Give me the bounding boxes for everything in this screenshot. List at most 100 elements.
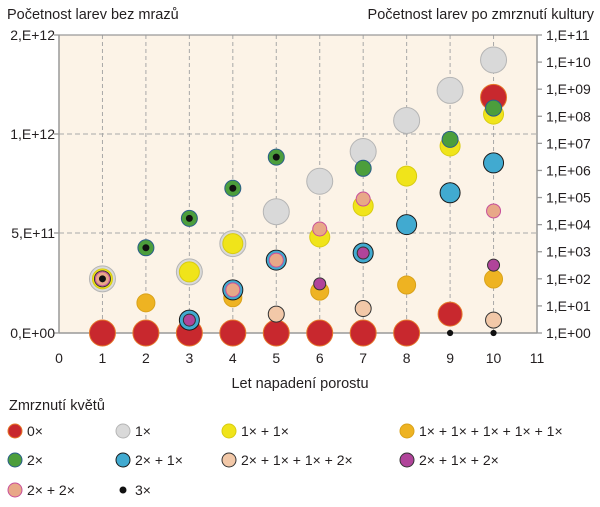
right-tick-label: 1,E+07 bbox=[546, 135, 591, 151]
legend: 0× 1× 1× + 1× 1× + 1× + 1× + 1× + 1× 2× 2× + … bbox=[7, 423, 563, 498]
legend-label: 2× bbox=[27, 452, 43, 468]
data-point bbox=[486, 203, 502, 219]
right-tick-label: 1,E+04 bbox=[546, 217, 591, 233]
legend-label: 3× bbox=[135, 482, 151, 498]
right-tick-label: 1,E+02 bbox=[546, 271, 591, 287]
legend-item: 2× + 2× bbox=[7, 482, 75, 498]
data-point bbox=[225, 282, 241, 298]
legend-item: 1× + 1× + 1× + 1× + 1× bbox=[399, 423, 563, 439]
right-tick-label: 1,E+08 bbox=[546, 108, 591, 124]
data-point bbox=[355, 191, 371, 207]
data-points bbox=[88, 46, 508, 347]
left-axis-title: Početnost larev bez mrazů bbox=[7, 7, 179, 23]
legend-marker bbox=[115, 452, 131, 468]
data-point bbox=[262, 198, 290, 226]
series-8 bbox=[182, 246, 501, 327]
data-point bbox=[483, 152, 505, 174]
data-point bbox=[312, 221, 328, 237]
x-tick-label: 8 bbox=[403, 350, 411, 366]
x-tick-label: 4 bbox=[229, 350, 237, 366]
legend-marker bbox=[399, 452, 415, 468]
legend-label: 2× + 1× bbox=[135, 452, 183, 468]
data-point bbox=[219, 319, 247, 347]
legend-marker bbox=[119, 486, 127, 494]
data-point bbox=[268, 252, 284, 268]
x-axis-title: Let napadení porostu bbox=[231, 376, 368, 392]
data-point bbox=[182, 313, 196, 327]
data-point bbox=[349, 319, 377, 347]
x-tick-label: 9 bbox=[446, 350, 454, 366]
data-point bbox=[88, 319, 116, 347]
x-tick-label: 7 bbox=[359, 350, 367, 366]
legend-marker bbox=[115, 423, 131, 439]
data-point bbox=[229, 184, 237, 192]
data-point bbox=[272, 153, 280, 161]
legend-item: 2× + 1× bbox=[115, 452, 183, 468]
x-tick-label: 5 bbox=[272, 350, 280, 366]
data-point bbox=[397, 275, 417, 295]
legend-marker bbox=[221, 423, 237, 439]
data-point bbox=[437, 301, 463, 327]
data-point bbox=[485, 311, 503, 329]
legend-item: 1× bbox=[115, 423, 151, 439]
data-point bbox=[132, 319, 160, 347]
series-9 bbox=[98, 153, 497, 337]
x-tick-label: 11 bbox=[530, 350, 545, 366]
legend-item: 0× bbox=[7, 423, 43, 439]
data-point bbox=[439, 182, 461, 204]
right-tick-label: 1,E+05 bbox=[546, 190, 591, 206]
data-point bbox=[485, 99, 503, 117]
data-point bbox=[446, 329, 454, 337]
legend-marker bbox=[7, 482, 23, 498]
plot-area bbox=[59, 35, 537, 333]
data-point bbox=[490, 329, 497, 337]
data-point bbox=[393, 319, 421, 347]
left-tick-label: 0,E+00 bbox=[10, 325, 55, 341]
x-tick-label: 6 bbox=[316, 350, 324, 366]
data-point bbox=[396, 214, 418, 236]
data-point bbox=[306, 319, 334, 347]
legend-item: 1× + 1× bbox=[221, 423, 289, 439]
data-point bbox=[356, 246, 370, 260]
right-tick-label: 1,E+06 bbox=[546, 162, 591, 178]
data-point bbox=[178, 261, 200, 283]
data-point bbox=[487, 258, 501, 272]
x-tick-label: 1 bbox=[99, 350, 107, 366]
left-tick-label: 1,E+12 bbox=[10, 126, 55, 142]
data-point bbox=[267, 305, 285, 323]
data-point bbox=[98, 275, 106, 283]
data-point bbox=[396, 165, 418, 187]
legend-label: 2× + 1× + 1× + 2× bbox=[241, 452, 353, 468]
data-point bbox=[441, 130, 459, 148]
right-tick-label: 1,E+03 bbox=[546, 244, 591, 260]
data-point bbox=[480, 46, 508, 74]
x-tick-label: 3 bbox=[185, 350, 193, 366]
right-tick-label: 1,E+00 bbox=[546, 325, 591, 341]
legend-label: 1× + 1× + 1× + 1× + 1× bbox=[419, 423, 563, 439]
data-point bbox=[142, 244, 150, 252]
left-tick-label: 5,E+11 bbox=[11, 225, 55, 241]
data-point bbox=[484, 269, 504, 289]
x-tick-label: 0 bbox=[55, 350, 63, 366]
legend-label: 0× bbox=[27, 423, 43, 439]
legend-marker bbox=[399, 423, 415, 439]
data-point bbox=[136, 293, 156, 313]
data-point bbox=[393, 106, 421, 134]
x-tick-label: 2 bbox=[142, 350, 150, 366]
right-axis-title: Početnost larev po zmrznutí kultury bbox=[368, 7, 595, 23]
legend-item: 2× bbox=[7, 452, 43, 468]
legend-marker bbox=[221, 452, 237, 468]
legend-label: 2× + 2× bbox=[27, 482, 75, 498]
legend-item: 2× + 1× + 2× bbox=[399, 452, 499, 468]
right-tick-label: 1,E+01 bbox=[546, 298, 591, 314]
legend-label: 1× + 1× bbox=[241, 423, 289, 439]
data-point bbox=[262, 319, 290, 347]
legend-marker bbox=[7, 452, 23, 468]
right-tick-label: 1,E+11 bbox=[546, 27, 590, 43]
data-point bbox=[354, 300, 372, 318]
data-point bbox=[222, 233, 244, 255]
right-tick-label: 1,E+10 bbox=[546, 54, 591, 70]
legend-label: 1× bbox=[135, 423, 151, 439]
legend-marker bbox=[7, 423, 23, 439]
